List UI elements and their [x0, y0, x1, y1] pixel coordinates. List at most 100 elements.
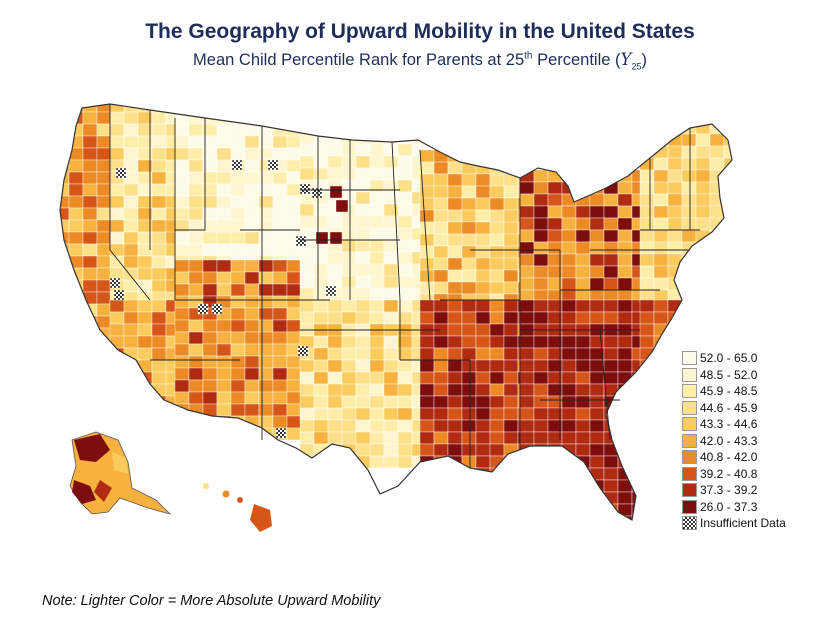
- county-region: [517, 149, 533, 163]
- county-region: [723, 335, 732, 349]
- county-region: [369, 263, 385, 277]
- county-region: [397, 227, 413, 241]
- county-region: [433, 269, 449, 283]
- county-region: [447, 323, 463, 337]
- county-region: [60, 279, 70, 293]
- county-region: [447, 407, 463, 421]
- county-region: [519, 265, 535, 279]
- county-region: [547, 193, 563, 207]
- county-region: [589, 229, 605, 243]
- county-region: [82, 387, 98, 401]
- county-region: [397, 443, 413, 457]
- county-region: [165, 419, 181, 433]
- county-region: [230, 403, 246, 417]
- county-region: [123, 383, 139, 397]
- county-region: [547, 491, 563, 505]
- county-region: [461, 347, 477, 361]
- county-region: [575, 335, 591, 349]
- county-region: [589, 299, 605, 313]
- county-region: [286, 331, 302, 345]
- county-region: [631, 455, 647, 469]
- county-region: [216, 343, 232, 357]
- county-region: [174, 123, 190, 137]
- county-region: [667, 359, 683, 373]
- county-region: [475, 281, 491, 295]
- county-region: [369, 215, 385, 229]
- county-region: [489, 383, 505, 397]
- county-region: [286, 403, 302, 417]
- county-region: [695, 193, 711, 207]
- county-region: [258, 183, 274, 197]
- county-region: [82, 111, 98, 125]
- county-region: [575, 241, 591, 255]
- county-region: [447, 281, 463, 295]
- legend-label: 42.0 - 43.3: [700, 433, 758, 448]
- county-region: [503, 443, 519, 457]
- county-region: [653, 181, 669, 195]
- county-region: [216, 391, 232, 405]
- county-region: [369, 311, 385, 325]
- county-region: [519, 431, 535, 445]
- county-region: [653, 467, 669, 481]
- county-region: [533, 347, 549, 361]
- county-region: [589, 515, 605, 520]
- county-region: [299, 407, 315, 421]
- county-region: [419, 161, 435, 175]
- county-region: [341, 143, 357, 157]
- county-region: [631, 491, 647, 505]
- county-region: [639, 419, 655, 433]
- county-region: [151, 183, 167, 197]
- county-region: [575, 491, 591, 505]
- county-region: [475, 311, 491, 325]
- county-region: [313, 395, 329, 409]
- county-region: [503, 371, 519, 385]
- county-region: [286, 307, 302, 321]
- county-region: [151, 359, 167, 373]
- county-region: [667, 335, 683, 349]
- county-region: [575, 217, 591, 231]
- county-region: [475, 335, 491, 349]
- county-region: [286, 171, 302, 185]
- county-region: [603, 169, 619, 183]
- county-region: [639, 467, 655, 481]
- county-region: [151, 335, 167, 349]
- county-region: [82, 351, 98, 365]
- county-region: [355, 311, 371, 325]
- county-region: [272, 207, 288, 221]
- county-region: [202, 427, 218, 441]
- county-region: [639, 241, 655, 255]
- county-region: [188, 243, 204, 257]
- county-region: [286, 379, 302, 393]
- county-region: [369, 335, 385, 349]
- county-region: [216, 159, 232, 173]
- county-region: [519, 347, 535, 361]
- county-region: [68, 303, 84, 317]
- county-region: [60, 135, 70, 149]
- county-region: [216, 231, 232, 245]
- county-region: [341, 167, 357, 181]
- county-region: [723, 193, 732, 207]
- county-region: [639, 205, 655, 219]
- county-region: [327, 299, 343, 313]
- county-region: [723, 323, 732, 337]
- county-region: [533, 467, 549, 481]
- county-region: [244, 243, 260, 257]
- county-region: [123, 135, 139, 149]
- county-region: [202, 231, 218, 245]
- county-region: [272, 295, 288, 309]
- county-region: [174, 343, 190, 357]
- county-region: [286, 427, 302, 441]
- county-region: [230, 271, 246, 285]
- county-region: [258, 415, 274, 429]
- county-region: [461, 221, 477, 235]
- county-region: [202, 271, 218, 285]
- county-region: [275, 427, 287, 439]
- county-region: [272, 231, 288, 245]
- county-region: [695, 335, 711, 349]
- county-region: [383, 347, 399, 361]
- county-region: [383, 407, 399, 421]
- county-region: [653, 109, 669, 123]
- county-region: [315, 231, 329, 245]
- county-region: [188, 403, 204, 417]
- county-region: [461, 233, 477, 247]
